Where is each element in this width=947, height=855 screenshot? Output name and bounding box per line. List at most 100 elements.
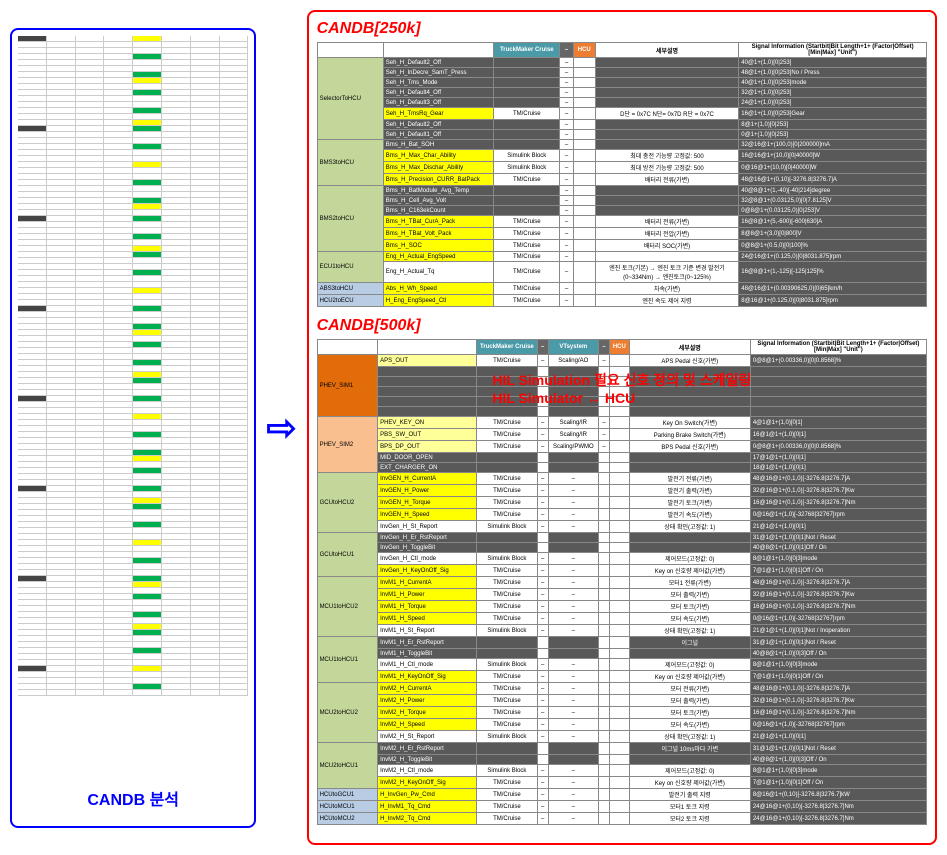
left-table-cell xyxy=(104,558,133,563)
left-table-cell xyxy=(18,216,47,221)
left-table-cell xyxy=(220,588,249,593)
siginfo-cell: 40@8@1+(1,0)[0|3]Off / On xyxy=(750,649,926,659)
left-table-cell xyxy=(191,312,220,317)
left-table-cell xyxy=(47,324,76,329)
left-table-cell xyxy=(76,168,105,173)
left-table-cell xyxy=(76,594,105,599)
left-table-cell xyxy=(47,594,76,599)
dash2-cell xyxy=(598,533,609,543)
left-table-cell xyxy=(162,144,191,149)
siginfo-cell: 48@16@1+(0,1,0)[-3276.8|3276.7]A xyxy=(750,577,926,589)
left-table-cell xyxy=(18,618,47,623)
left-table-cell xyxy=(162,342,191,347)
left-table-cell xyxy=(76,126,105,131)
left-table-cell xyxy=(220,180,249,185)
left-table-cell xyxy=(162,438,191,443)
group-name: HCUtoGCU1 xyxy=(317,789,378,801)
tm-cell: Simulink Block xyxy=(494,150,560,162)
left-table-cell xyxy=(191,354,220,359)
dash-cell: – xyxy=(537,565,548,577)
left-table-cell xyxy=(47,456,76,461)
left-table-cell xyxy=(47,228,76,233)
left-table-cell xyxy=(18,672,47,677)
signal-name: Bms_H_Max_Dischar_Ability xyxy=(383,162,493,174)
left-table-cell xyxy=(220,192,249,197)
table-row: Bms_H_Precision_CURR_BatPackTM/Cruise–배터… xyxy=(317,174,926,186)
left-table-cell xyxy=(162,642,191,647)
vt-cell xyxy=(548,743,598,755)
left-table-cell xyxy=(220,126,249,131)
left-table-cell xyxy=(220,78,249,83)
left-table-cell xyxy=(18,150,47,155)
left-table-cell xyxy=(162,198,191,203)
left-table-cell xyxy=(104,78,133,83)
vt-cell: – xyxy=(548,565,598,577)
group-name: BMS3toHCU xyxy=(317,140,383,186)
left-table-cell xyxy=(162,78,191,83)
dash2-cell xyxy=(598,543,609,553)
left-table-cell xyxy=(133,330,162,335)
dash-cell: – xyxy=(560,68,573,78)
left-table-cell xyxy=(104,450,133,455)
left-table-cell xyxy=(133,378,162,383)
left-table-cell xyxy=(220,216,249,221)
left-table-cell xyxy=(104,252,133,257)
left-table-cell xyxy=(191,522,220,527)
desc-cell: Key on 신호량 제어값(가변) xyxy=(629,777,750,789)
tm-cell: TM/Cruise xyxy=(477,509,538,521)
hcu-cell xyxy=(609,613,629,625)
left-table-cell xyxy=(133,210,162,215)
left-table-cell xyxy=(162,444,191,449)
left-table-cell xyxy=(220,678,249,683)
left-table-cell xyxy=(191,570,220,575)
left-table-cell xyxy=(76,84,105,89)
left-table-cell xyxy=(220,378,249,383)
left-table-cell xyxy=(162,60,191,65)
left-table-cell xyxy=(133,186,162,191)
siginfo-cell xyxy=(750,407,926,417)
desc-cell: 이그널 10ms마다 가변 xyxy=(629,743,750,755)
left-table-cell xyxy=(191,384,220,389)
dash-cell: – xyxy=(560,216,573,228)
dash2-cell xyxy=(598,659,609,671)
siginfo-cell: 16@16@1+(0,1,0)[-3276.8|3276.7]Nm xyxy=(750,497,926,509)
hdr-sig: Signal Information (Startbit|Bit Length+… xyxy=(739,43,927,58)
dash-cell xyxy=(537,743,548,755)
left-table-cell xyxy=(47,246,76,251)
group-name: MCU1toHCU2 xyxy=(317,577,378,637)
left-table-cell xyxy=(76,402,105,407)
table-row: InvM2_H_TorqueTM/Cruise––모터 토크(가변)16@16@… xyxy=(317,707,926,719)
hcu-cell xyxy=(609,601,629,613)
left-table-cell xyxy=(191,474,220,479)
left-table-cell xyxy=(76,576,105,581)
left-table-cell xyxy=(47,606,76,611)
left-table-cell xyxy=(191,420,220,425)
left-table-cell xyxy=(133,108,162,113)
left-table-cell xyxy=(104,42,133,47)
left-table-cell xyxy=(18,48,47,53)
hcu-cell xyxy=(573,78,595,88)
desc-cell xyxy=(595,206,739,216)
vt-cell: – xyxy=(548,577,598,589)
dash-cell: – xyxy=(560,262,573,283)
signal-name: Seh_H_Default4_Off xyxy=(383,88,493,98)
vt-cell: Scaling/AO xyxy=(548,355,598,367)
table-row: EXT_CHARGER_ON18@1@1+(1,0)[0|1] xyxy=(317,463,926,473)
left-table-cell xyxy=(47,462,76,467)
left-table-cell xyxy=(76,312,105,317)
table-row xyxy=(317,407,926,417)
left-table-cell xyxy=(191,264,220,269)
left-table-cell xyxy=(133,636,162,641)
left-table-cell xyxy=(76,378,105,383)
desc-cell xyxy=(595,196,739,206)
dash2-cell xyxy=(598,509,609,521)
left-table-cell xyxy=(18,660,47,665)
siginfo-cell: 31@1@1+(1,0)[0|1]Not / Reset xyxy=(750,533,926,543)
left-table-cell xyxy=(133,576,162,581)
dash2-cell: – xyxy=(598,355,609,367)
candb500-title: CANDB[500k] xyxy=(317,317,927,335)
table-row: InvM1_H_TorqueTM/Cruise––모터 토크(가변)16@16@… xyxy=(317,601,926,613)
left-table-cell xyxy=(18,96,47,101)
left-table-cell xyxy=(104,60,133,65)
left-table-cell xyxy=(220,114,249,119)
